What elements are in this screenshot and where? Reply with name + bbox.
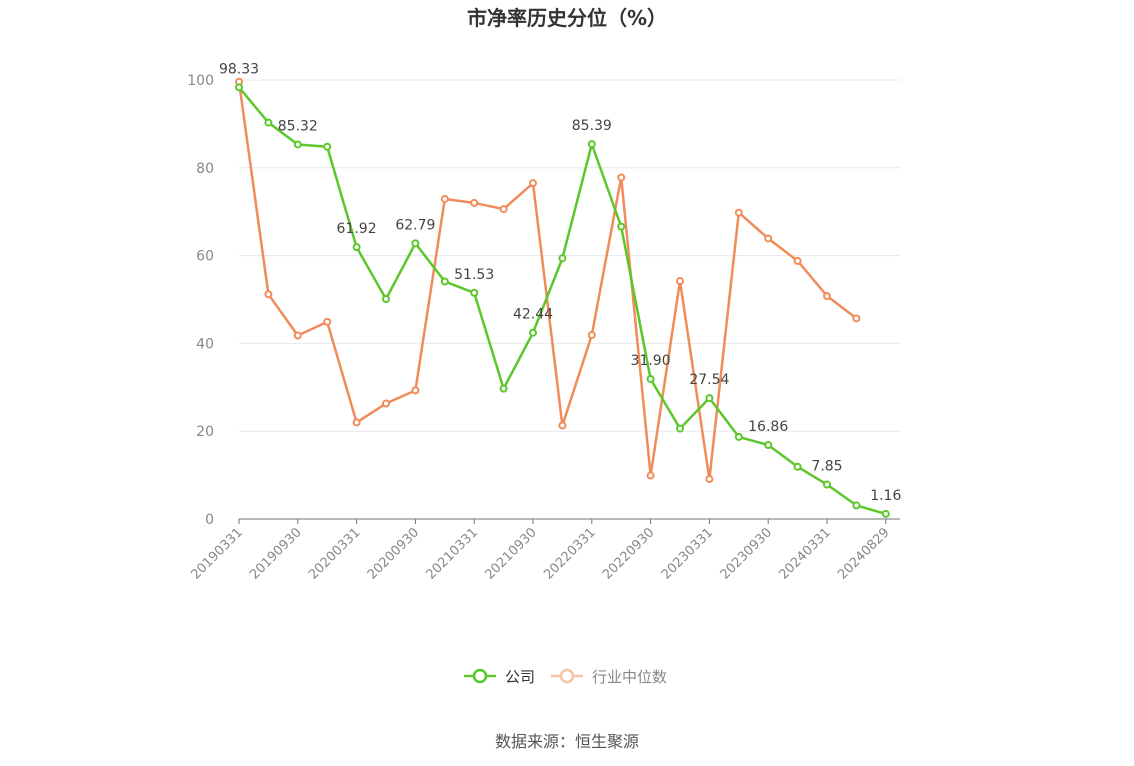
data-point-1 — [676, 277, 684, 286]
data-point-1 — [705, 475, 714, 484]
data-point-0 — [676, 424, 684, 433]
data-label: 51.53 — [454, 267, 494, 283]
x-tick-label: 20220331 — [541, 525, 598, 582]
data-label: 42.44 — [513, 307, 553, 323]
data-point-0 — [793, 462, 802, 471]
data-label: 85.39 — [572, 118, 612, 134]
data-point-0 — [499, 384, 508, 393]
data-point-1 — [558, 421, 567, 430]
x-tick-label: 20210930 — [482, 525, 539, 582]
grid — [239, 79, 900, 432]
data-point-1 — [293, 331, 302, 340]
data-point-0 — [823, 480, 831, 489]
data-point-0 — [411, 239, 420, 248]
data-label: 62.79 — [395, 217, 435, 233]
chart-title: 市净率历史分位（%） — [467, 6, 667, 30]
x-tick-label: 20190331 — [188, 525, 245, 582]
data-point-1 — [470, 198, 479, 207]
y-tick-label: 100 — [187, 73, 214, 89]
data-point-0 — [852, 501, 861, 510]
x-tick-label: 20230331 — [659, 525, 716, 582]
data-point-1 — [529, 179, 537, 188]
data-point-0 — [352, 243, 361, 252]
data-point-0 — [264, 118, 273, 127]
y-tick-label: 80 — [196, 161, 214, 177]
data-point-0 — [734, 432, 743, 441]
legend-item-1[interactable]: 行业中位数 — [551, 668, 667, 686]
series-line-1 — [237, 81, 858, 481]
legend-label: 公司 — [505, 668, 535, 686]
data-label: 16.86 — [748, 419, 788, 435]
y-tick-label: 0 — [205, 512, 214, 528]
x-tick-label: 20220930 — [600, 525, 657, 582]
data-point-1 — [352, 418, 361, 427]
data-label: 98.33 — [219, 61, 259, 77]
data-point-0 — [470, 288, 479, 297]
data-point-1 — [323, 317, 332, 326]
x-tick-label: 20210331 — [424, 525, 481, 582]
data-point-1 — [764, 234, 773, 243]
series-layer — [235, 77, 890, 518]
source-note: 数据来源：恒生聚源 — [495, 732, 639, 751]
data-point-0 — [764, 440, 773, 449]
data-point-1 — [264, 290, 273, 299]
data-point-1 — [617, 173, 626, 182]
data-point-0 — [881, 509, 890, 518]
legend[interactable]: 公司 行业中位数 — [464, 668, 667, 686]
data-point-0 — [440, 277, 449, 286]
data-point-0 — [646, 374, 655, 383]
x-tick-label: 20240829 — [835, 525, 892, 582]
data-point-0 — [235, 83, 243, 92]
data-point-0 — [382, 295, 390, 304]
data-point-1 — [587, 331, 596, 340]
data-point-1 — [852, 314, 861, 323]
data-label: 7.85 — [811, 459, 842, 475]
data-point-1 — [499, 205, 508, 214]
data-label: 27.54 — [689, 372, 729, 388]
x-tick-label: 20240331 — [776, 525, 833, 582]
data-point-1 — [646, 471, 655, 480]
data-point-0 — [323, 142, 332, 151]
data-label: 85.32 — [278, 118, 318, 134]
data-label: 61.92 — [337, 221, 377, 237]
data-label: 1.16 — [870, 488, 901, 504]
data-label: 31.90 — [631, 353, 671, 369]
data-point-1 — [440, 194, 449, 203]
data-point-1 — [411, 386, 420, 395]
data-point-1 — [382, 399, 390, 408]
data-point-1 — [793, 256, 802, 265]
data-point-0 — [529, 328, 537, 337]
y-tick-label: 60 — [196, 249, 214, 265]
data-point-1 — [823, 291, 831, 300]
data-point-0 — [705, 394, 714, 403]
data-point-0 — [558, 254, 567, 263]
data-point-1 — [734, 208, 743, 217]
legend-marker — [472, 668, 488, 684]
y-tick-label: 20 — [196, 424, 214, 440]
legend-marker — [559, 668, 575, 684]
data-point-0 — [293, 140, 302, 149]
data-point-0 — [617, 222, 626, 231]
x-tick-label: 20190930 — [247, 525, 304, 582]
data-labels: 98.33 85.32 61.92 62.79 51.53 42.44 85.39 31.90… — [219, 61, 902, 504]
x-tick-label: 20230930 — [718, 525, 775, 582]
legend-label: 行业中位数 — [592, 668, 667, 686]
axes: 0 20 40 60 80 100 20190331 20190930 20200331 2020… — [187, 73, 900, 583]
legend-item-0[interactable]: 公司 — [464, 668, 535, 686]
x-tick-label: 20200331 — [306, 525, 363, 582]
x-tick-label: 20200930 — [365, 525, 422, 582]
series-line-0 — [238, 86, 887, 516]
y-tick-label: 40 — [196, 336, 214, 352]
data-point-0 — [587, 140, 596, 149]
